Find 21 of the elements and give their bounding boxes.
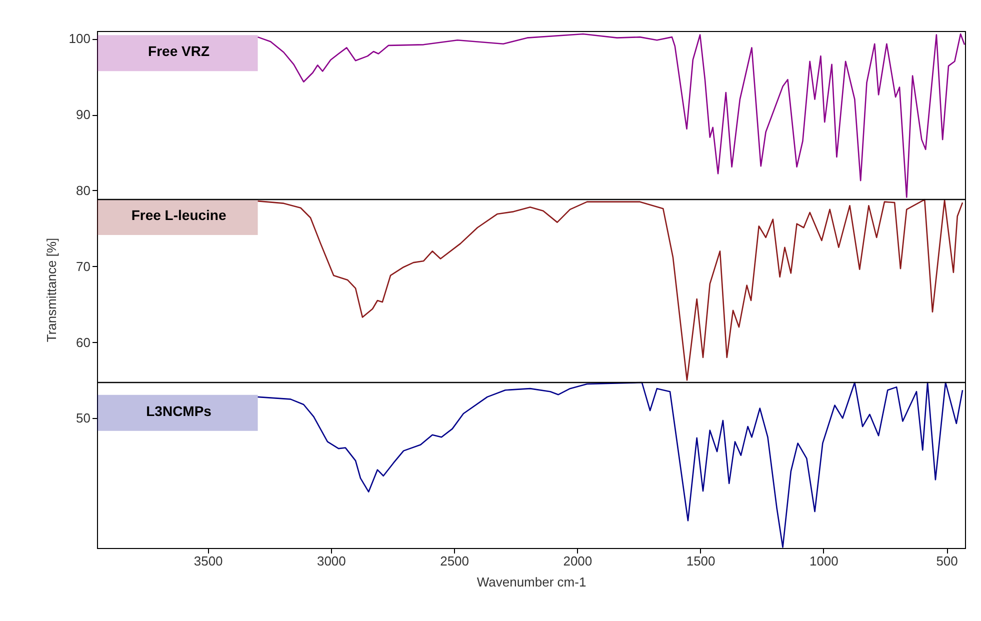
text: Free L-leucine [131,207,226,224]
x-tick-label: 1000 [809,554,838,568]
x-tick-label: 2000 [563,554,592,568]
text: Free VRZ [148,43,210,60]
y-tick-label: 90 [76,107,90,122]
y-tick-label: 60 [76,334,90,350]
y-tick-label: 80 [76,182,90,198]
line-series [257,198,964,381]
x-tick-label: 2500 [440,554,470,568]
y-axis-title: Transmittance [%] [44,238,59,342]
x-axis-title: Wavenumber cm-1 [476,574,586,590]
y-tick-label: 70 [76,258,90,274]
x-tick-label: 3500 [194,554,223,568]
x-tick-label: 3000 [316,554,346,568]
text: L3NCMPs [146,402,212,419]
x-tick-label: 500 [936,554,958,568]
line-series [257,382,964,548]
x-tick-label: 1500 [686,554,716,568]
line-series [257,33,965,198]
y-tick-label: 50 [76,410,90,426]
y-tick-label: 100 [68,31,90,46]
